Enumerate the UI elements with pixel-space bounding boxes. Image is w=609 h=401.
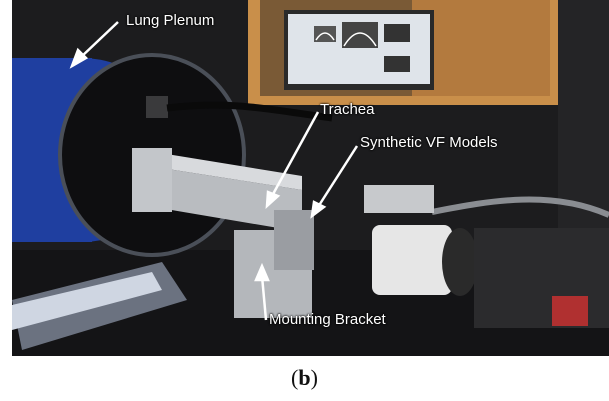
plenum-fitting	[146, 96, 168, 118]
screen-plot-4	[384, 56, 410, 72]
metal-hose-right	[431, 196, 609, 218]
trachea-bar	[142, 165, 302, 232]
arrow-vf-models	[316, 145, 359, 208]
arrowhead-mounting-bracket	[254, 262, 270, 282]
screen-plot-1	[314, 26, 336, 42]
label-trachea: Trachea	[320, 101, 375, 118]
camera-sticker	[552, 296, 588, 326]
arrow-trachea	[270, 111, 320, 197]
label-synthetic-vf-models: Synthetic VF Models	[360, 134, 498, 151]
label-mounting-bracket: Mounting Bracket	[269, 311, 386, 328]
arrowhead-lung-plenum	[69, 47, 89, 69]
trachea-flange	[132, 148, 172, 212]
screen-plot-2	[342, 22, 378, 48]
label-lung-plenum: Lung Plenum	[126, 12, 215, 29]
figure-caption: (b)	[291, 365, 318, 390]
caption-letter: b	[298, 365, 311, 390]
arrow-lung-plenum	[79, 21, 119, 59]
camera-lens	[372, 225, 452, 295]
label-arrows	[69, 21, 359, 321]
back-shelf	[412, 0, 550, 96]
arrowhead-vf-models	[310, 200, 327, 219]
arrow-mounting-bracket	[260, 275, 268, 321]
screen-plot-3	[384, 24, 410, 42]
apparatus-photo	[12, 0, 609, 356]
arrowhead-trachea	[265, 190, 281, 210]
air-hose	[166, 101, 333, 122]
vf-assembly	[364, 185, 434, 213]
apparatus-illustration	[12, 0, 609, 356]
